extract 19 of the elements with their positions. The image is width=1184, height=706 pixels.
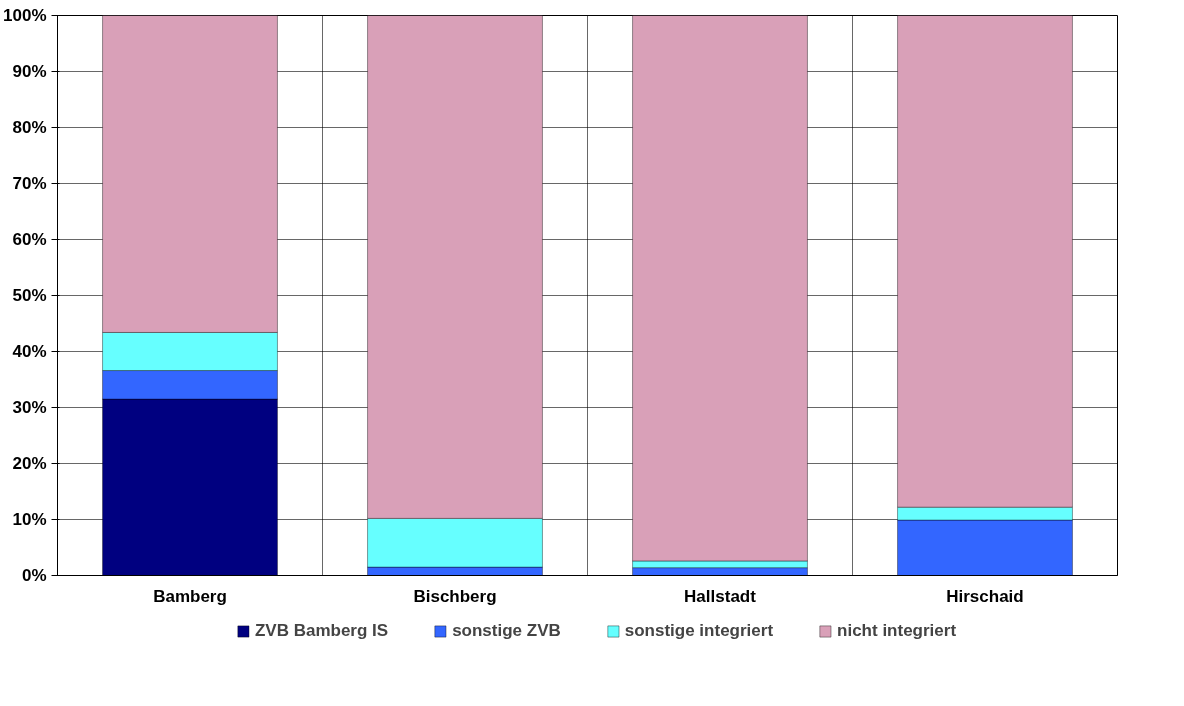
legend-label: ZVB Bamberg IS xyxy=(254,620,389,641)
y-tick-label: 0% xyxy=(21,566,47,585)
x-tick-label: Bischberg xyxy=(413,586,497,606)
x-tick-label: Bamberg xyxy=(153,586,227,606)
y-tick-label: 40% xyxy=(12,342,47,361)
legend-label: nicht integriert xyxy=(837,620,957,641)
legend-label: sonstige ZVB xyxy=(452,620,561,641)
legend-label: sonstige integriert xyxy=(624,620,774,641)
x-tick-label: Hirschaid xyxy=(946,586,1024,606)
y-tick-label: 20% xyxy=(12,454,47,473)
y-tick-label: 100% xyxy=(3,6,47,25)
y-tick-label: 70% xyxy=(12,174,47,193)
y-tick-label: 10% xyxy=(12,510,47,529)
y-tick-label: 90% xyxy=(12,62,47,81)
y-tick-label: 80% xyxy=(12,118,47,137)
y-tick-label: 50% xyxy=(12,286,47,305)
y-tick-label: 30% xyxy=(12,398,47,417)
y-tick-label: 60% xyxy=(12,230,47,249)
x-tick-label: Hallstadt xyxy=(684,586,757,606)
